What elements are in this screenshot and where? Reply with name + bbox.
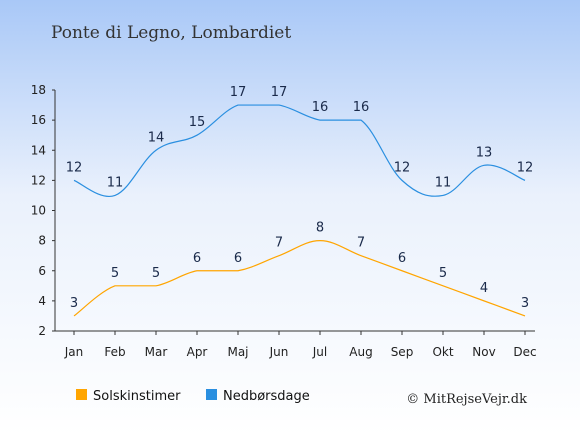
data-label: 7 [357,236,365,251]
data-label: 6 [193,251,201,266]
chart-title: Ponte di Legno, Lombardiet [51,23,291,43]
data-label: 5 [111,266,119,281]
data-label: 16 [353,100,370,115]
series-line-nedborsdage [73,104,526,198]
data-label: 11 [107,175,124,190]
x-tick-label: Okt [432,345,453,359]
data-labels: 3 5 5 6 6 7 8 7 6 5 4 3 12 11 14 15 17 17 16 16 12 11 13 12 [66,85,534,311]
data-label: 7 [275,236,283,251]
y-tick-label: 4 [38,294,46,308]
series-line-solskinstimer [73,240,526,317]
data-label: 15 [189,115,206,130]
x-tick-label: Jun [269,345,289,359]
y-tick-label: 6 [38,264,46,278]
x-tick-label: Aug [349,345,372,359]
legend-label: Nedbørsdage [223,389,310,404]
x-tick-label: Sep [391,345,414,359]
x-tick-label: Jan [64,345,84,359]
data-label: 16 [312,100,329,115]
y-tick-label: 18 [31,83,46,97]
data-label: 8 [316,221,324,236]
data-label: 12 [66,160,83,175]
legend-label: Solskinstimer [93,389,181,404]
y-tick-label: 10 [31,204,46,218]
data-label: 14 [148,130,165,145]
data-label: 3 [521,296,529,311]
x-tick-label: Dec [513,345,536,359]
y-tick-label: 2 [38,324,46,338]
x-tick-label: Nov [472,345,495,359]
axes: 2 4 6 8 10 12 14 16 18 Jan Feb Mar Apr Maj Jun Jul Aug Se… [31,83,537,359]
x-tick-label: Mar [145,345,168,359]
data-label: 12 [394,160,411,175]
data-label: 3 [70,296,78,311]
x-tick-label: Feb [104,345,125,359]
y-tick-label: 12 [31,173,46,187]
data-label: 13 [476,145,493,160]
x-tick-label: Apr [187,345,208,359]
data-label: 6 [398,251,406,266]
x-tick-label: Maj [227,345,248,359]
y-tick-label: 16 [31,113,46,127]
data-label: 17 [230,85,247,100]
legend-swatch [206,389,217,400]
legend: Solskinstimer Nedbørsdage [76,389,310,404]
x-tick-label: Jul [312,345,327,359]
series-layer [73,104,526,317]
data-label: 4 [480,281,488,296]
data-label: 11 [435,175,452,190]
data-label: 17 [271,85,288,100]
y-tick-label: 14 [31,143,46,157]
legend-swatch [76,389,87,400]
data-label: 12 [517,160,534,175]
y-tick-label: 8 [38,234,46,248]
data-label: 5 [152,266,160,281]
data-label: 5 [439,266,447,281]
data-label: 6 [234,251,242,266]
credit-text: © MitRejseVejr.dk [406,392,527,407]
